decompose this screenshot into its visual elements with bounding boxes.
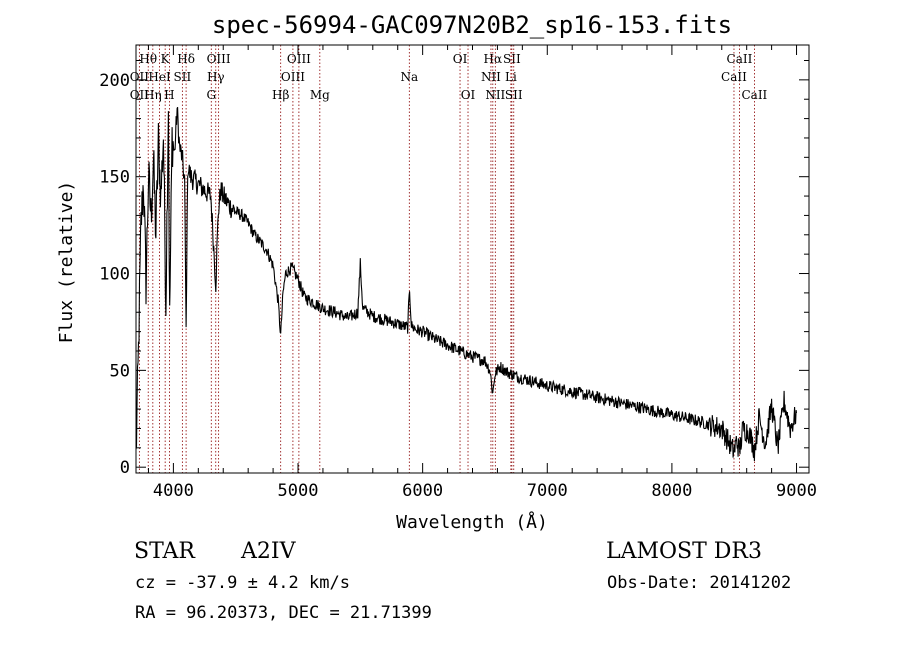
y-axis-label: Flux (relative) — [56, 181, 77, 344]
spectral-line-label: CaII — [741, 88, 767, 102]
y-tick-label: 50 — [110, 361, 130, 381]
x-axis-label: Wavelength (Å) — [396, 511, 548, 533]
x-tick-label: 5000 — [278, 481, 319, 501]
plot-frame — [135, 44, 810, 474]
spectral-line-label: NII — [485, 88, 505, 102]
spectral-line-label: OII — [130, 88, 150, 102]
x-tick-label: 8000 — [651, 481, 692, 501]
spectral-line-label: SII — [505, 88, 523, 102]
spectral-line-label: OII — [130, 70, 150, 84]
spectral-line-label: HeI — [148, 70, 171, 84]
spectral-line-label: G — [206, 88, 216, 102]
spectral-line-label: OIII — [281, 70, 305, 84]
spectrum-series-line — [135, 107, 798, 462]
spectral-line-label: OIII — [207, 52, 231, 66]
spectral-line-label: OI — [461, 88, 476, 102]
spectral-line-label: OI — [453, 52, 468, 66]
x-tick-label: 7000 — [527, 481, 568, 501]
spectral-line-label: NII — [481, 70, 501, 84]
survey-name: LAMOST DR3 — [606, 539, 762, 564]
y-tick-label: 200 — [99, 71, 130, 91]
spectral-line-label: CaII — [727, 52, 753, 66]
spectral-line-label: SII — [503, 52, 521, 66]
spectral-line-label: OIII — [287, 52, 311, 66]
spectral-line-label: Hβ — [272, 88, 289, 102]
spectral-line-label: K — [161, 52, 171, 66]
spectral-line-label: Hα — [484, 52, 503, 66]
x-tick-label: 4000 — [153, 481, 194, 501]
spectral-line-label: Hθ — [139, 52, 157, 66]
x-tick-label: 9000 — [776, 481, 817, 501]
spectral-line-label: Na — [400, 70, 418, 84]
ra-dec-coordinates: RA = 96.20373, DEC = 21.71399 — [135, 603, 432, 623]
object-class: STAR — [134, 539, 195, 564]
y-tick-label: 150 — [99, 168, 130, 188]
spectral-line-label: Hγ — [207, 70, 225, 84]
spectral-line-label: SII — [174, 70, 192, 84]
spectral-line-label: H — [164, 88, 174, 102]
x-tick-label: 6000 — [402, 481, 443, 501]
y-tick-label: 100 — [99, 265, 130, 285]
spectral-line-label: Mg — [310, 88, 330, 102]
y-tick-label: 0 — [120, 458, 130, 478]
spectral-line-label: Hδ — [177, 52, 195, 66]
axis-ticks: 4000 5000 6000 7000 8000 9000 0 50 100 150 200 — [99, 45, 817, 501]
object-subclass: A2IV — [241, 539, 296, 564]
spectral-line-label: Hη — [144, 88, 162, 102]
spectral-line-label: CaII — [721, 70, 747, 84]
observation-date: Obs-Date: 20141202 — [607, 573, 792, 593]
redshift-velocity: cz = -37.9 ± 4.2 km/s — [135, 573, 350, 593]
chart-title: spec-56994-GAC097N20B2_sp16-153.fits — [212, 11, 732, 39]
spectral-line-label: Li — [505, 70, 517, 84]
